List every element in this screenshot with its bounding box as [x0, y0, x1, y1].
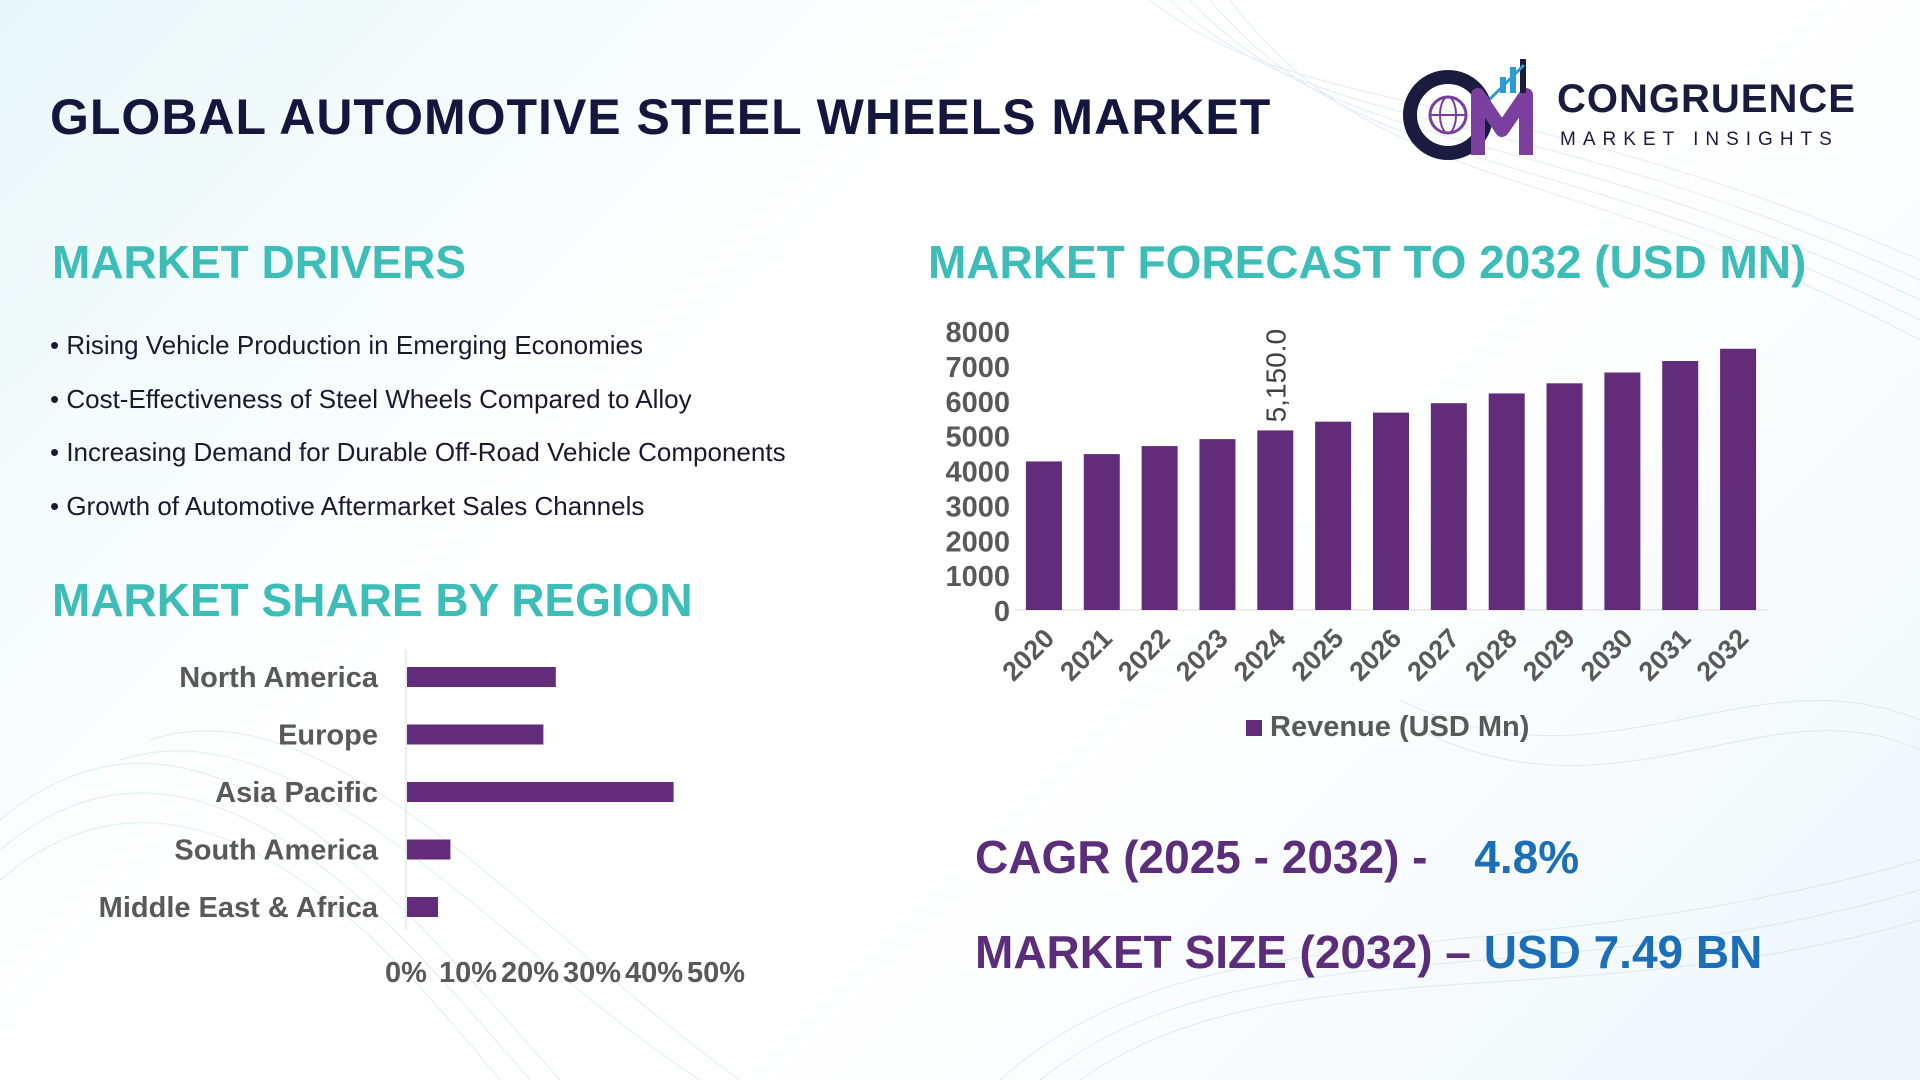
- driver-item: • Growth of Automotive Aftermarket Sales…: [50, 490, 645, 521]
- forecast-x-tick-label: 2031: [1633, 623, 1697, 687]
- market-size-label: MARKET SIZE (2032) –: [975, 926, 1471, 978]
- forecast-x-tick-label: 2022: [1112, 623, 1176, 687]
- cagr-stat: CAGR (2025 - 2032) - 4.8%: [975, 830, 1579, 884]
- forecast-bar: [1083, 454, 1120, 610]
- page-title: GLOBAL AUTOMOTIVE STEEL WHEELS MARKET: [50, 89, 1272, 145]
- cm-logo-icon: [1403, 59, 1533, 160]
- region-tick-label: 30%: [563, 957, 621, 989]
- forecast-y-tick-label: 5000: [945, 422, 1010, 454]
- legend-swatch: [1246, 720, 1262, 736]
- legend-label: Revenue (USD Mn): [1270, 711, 1529, 743]
- region-category-label: North America: [179, 662, 379, 694]
- forecast-bar: [1488, 393, 1525, 610]
- region-tick-label: 20%: [501, 957, 559, 989]
- forecast-y-tick-label: 0: [994, 596, 1010, 628]
- forecast-chart: 0100020003000400050006000700080002020202…: [945, 317, 1767, 743]
- region-bar: [407, 782, 674, 802]
- cagr-value: 4.8%: [1474, 831, 1580, 883]
- region-bar: [407, 897, 438, 917]
- forecast-x-tick-label: 2027: [1401, 623, 1465, 687]
- forecast-bar: [1257, 430, 1294, 610]
- forecast-x-tick-label: 2023: [1170, 623, 1234, 687]
- region-category-label: South America: [174, 835, 378, 867]
- cagr-label: CAGR (2025 - 2032) -: [975, 831, 1428, 883]
- region-tick-label: 40%: [625, 957, 683, 989]
- region-bar: [407, 839, 451, 860]
- region-share-chart: North America Europe Asia Pacific South Ame…: [99, 650, 745, 989]
- forecast-bar: [1546, 383, 1583, 610]
- forecast-y-tick-label: 7000: [945, 352, 1010, 384]
- region-category-label: Europe: [278, 720, 378, 752]
- forecast-bar: [1141, 446, 1178, 610]
- forecast-x-tick-label: 2030: [1575, 623, 1639, 687]
- driver-item: • Rising Vehicle Production in Emerging …: [50, 330, 643, 360]
- forecast-bar: [1662, 360, 1699, 610]
- market-size-value: USD 7.49 BN: [1483, 926, 1763, 978]
- region-bar: [407, 667, 556, 687]
- forecast-y-tick-label: 8000: [945, 317, 1010, 349]
- drivers-title: MARKET DRIVERS: [52, 236, 467, 288]
- forecast-x-tick-label: 2028: [1459, 623, 1523, 687]
- region-bar: [407, 724, 544, 745]
- forecast-x-tick-label: 2021: [1054, 623, 1118, 687]
- forecast-x-tick-label: 2032: [1691, 623, 1755, 687]
- forecast-y-tick-label: 1000: [945, 561, 1010, 593]
- market-size-stat: MARKET SIZE (2032) – USD 7.49 BN: [975, 925, 1762, 979]
- region-tick-label: 50%: [687, 957, 745, 989]
- forecast-y-tick-label: 3000: [945, 491, 1010, 523]
- company-logo: CONGRUENCE MARKET INSIGHTS: [1400, 55, 1870, 160]
- region-category-label: Middle East & Africa: [99, 892, 379, 924]
- forecast-x-tick-label: 2029: [1517, 623, 1581, 687]
- forecast-bar: [1315, 421, 1352, 610]
- drivers-list: • Rising Vehicle Production in Emerging …: [50, 330, 786, 544]
- logo-name: CONGRUENCE: [1557, 77, 1856, 121]
- forecast-data-label: 5,150.0: [1260, 329, 1291, 422]
- driver-item: • Cost-Effectiveness of Steel Wheels Com…: [50, 383, 692, 414]
- region-title: MARKET SHARE BY REGION: [52, 574, 693, 626]
- forecast-bar: [1604, 372, 1641, 610]
- forecast-y-tick-label: 4000: [945, 457, 1010, 489]
- driver-item: • Increasing Demand for Durable Off-Road…: [50, 437, 786, 467]
- forecast-bar: [1373, 412, 1409, 610]
- forecast-bar: [1430, 403, 1467, 610]
- forecast-x-tick-label: 2026: [1344, 623, 1408, 687]
- forecast-bar: [1025, 461, 1062, 610]
- forecast-title: MARKET FORECAST TO 2032 (USD MN): [928, 236, 1807, 288]
- region-category-label: Asia Pacific: [215, 777, 378, 809]
- forecast-x-tick-label: 2020: [996, 623, 1060, 687]
- forecast-x-tick-label: 2025: [1286, 623, 1350, 687]
- forecast-bar: [1199, 439, 1236, 610]
- forecast-bar: [1720, 348, 1757, 610]
- region-tick-label: 10%: [439, 957, 497, 989]
- logo-tagline: MARKET INSIGHTS: [1560, 129, 1839, 150]
- forecast-y-tick-label: 2000: [945, 526, 1010, 558]
- forecast-x-tick-label: 2024: [1228, 623, 1292, 687]
- forecast-y-tick-label: 6000: [945, 387, 1010, 419]
- region-tick-label: 0%: [385, 957, 427, 989]
